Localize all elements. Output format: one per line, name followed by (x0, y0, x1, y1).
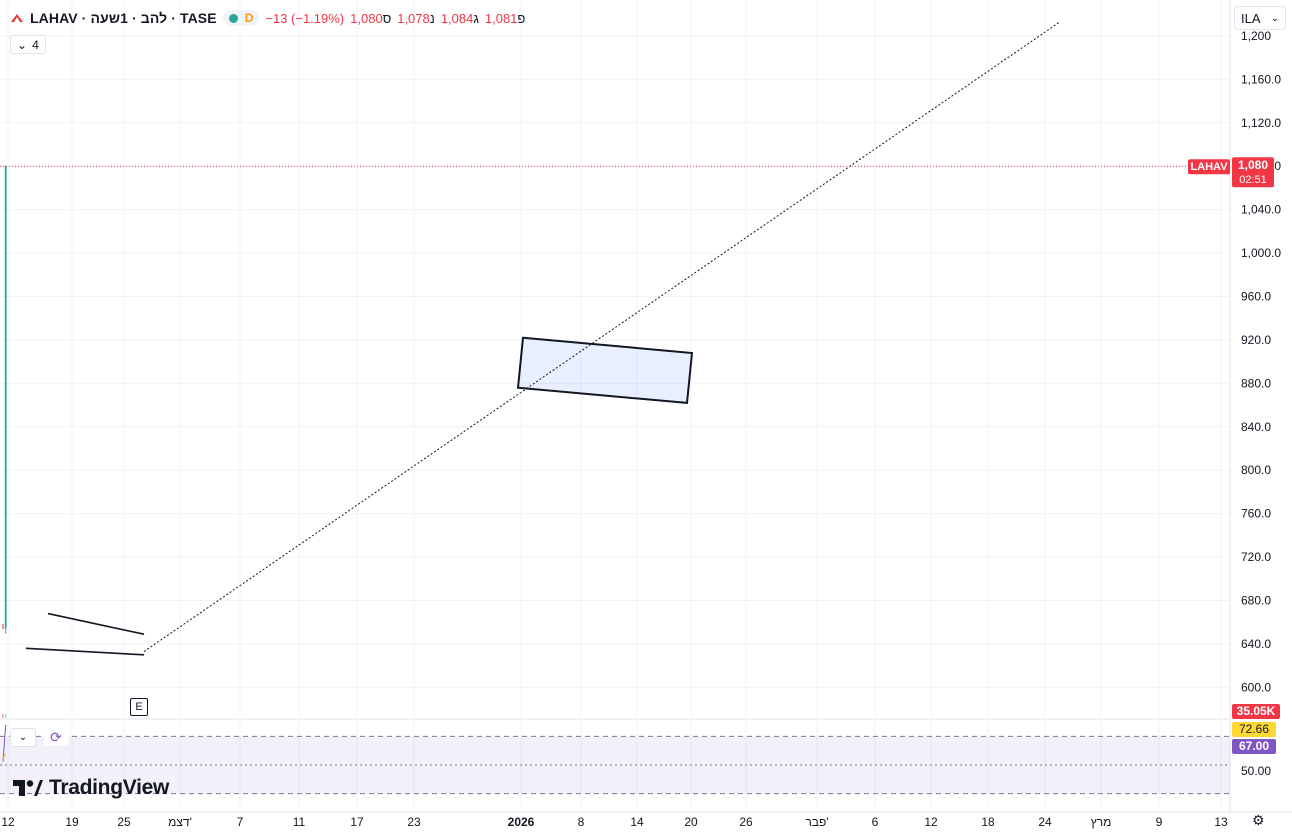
ohlc-close: 1,080ס (350, 11, 391, 26)
y-tick-label: 1,000.0 (1241, 246, 1281, 260)
y-tick-label: 960.0 (1241, 290, 1271, 304)
x-tick-label: 26 (739, 815, 753, 829)
rsi-value-bg (1232, 722, 1276, 737)
y-tick-label: 840.0 (1241, 420, 1271, 434)
volume-bar (2, 713, 4, 718)
ohlc-low-value: 1,078 (397, 10, 430, 26)
x-tick-label: 6 (872, 815, 879, 829)
symbol-title[interactable]: LAHAV · להב · 1שעה · TASE (30, 10, 217, 26)
indicators-toggle-button[interactable]: ⌄ 4 (10, 35, 46, 54)
settings-icon[interactable]: ⚙ (1252, 812, 1265, 828)
brand-name: TradingView (49, 776, 170, 799)
y-tick-label: 720.0 (1241, 550, 1271, 564)
ohlc-high-value: 1,084 (440, 10, 474, 26)
x-tick-label: 18 (981, 815, 995, 829)
flag-channel-box (516, 336, 694, 405)
x-tick-label: 12 (1, 815, 15, 829)
tradingview-logo[interactable]: TradingView (13, 776, 169, 800)
x-tick-label: 23 (407, 815, 421, 829)
rsi-mid-label: 50.00 (1241, 764, 1271, 778)
y-tick-label: 920.0 (1241, 333, 1271, 347)
y-tick-label: 680.0 (1241, 594, 1271, 608)
x-tick-label: 7 (237, 815, 244, 829)
rsi-line (2, 724, 7, 762)
symbol-logo-icon (11, 14, 23, 22)
candle-body (4, 166, 7, 628)
x-tick-label: פבר' (805, 815, 828, 829)
interval-badge: D (244, 11, 254, 25)
price-symbol-tag-text: LAHAV (1190, 161, 1228, 173)
x-tick-label: דצמ' (168, 815, 192, 829)
rsi-collapse-button[interactable]: ⌄ (10, 728, 36, 747)
volume-label: 35.05K (1237, 704, 1276, 718)
x-tick-label: 20 (684, 815, 698, 829)
y-tick-label: 1,120.0 (1241, 116, 1281, 130)
ohlc-close-label: ס (382, 10, 392, 26)
wedge-upper-line (47, 612, 145, 635)
indicators-count: 4 (32, 37, 39, 52)
x-tick-label: 8 (578, 815, 585, 829)
chart-header: LAHAV · להב · 1שעה · TASE D −13 (−1.19%)… (10, 8, 525, 28)
x-tick-label: 24 (1038, 815, 1052, 829)
rsi-ma-line (2, 753, 7, 759)
x-tick-label: 19 (65, 815, 79, 829)
chevron-down-icon: ⌄ (1270, 12, 1279, 24)
y-tick-label: 880.0 (1241, 376, 1271, 390)
y-tick-label: 1,200 (1241, 29, 1271, 43)
x-tick-label: 2026 (508, 815, 535, 829)
y-tick-label: 640.0 (1241, 637, 1271, 651)
ohlc-high-label: ג (473, 10, 479, 26)
volume-bar (5, 714, 7, 718)
x-tick-label: 9 (1156, 815, 1163, 829)
rsi-value-label: 72.66 (1239, 722, 1269, 736)
status-pill[interactable]: D (222, 10, 260, 26)
ohlc-high: 1,084ג (441, 11, 479, 26)
rsi-ma-bg (1232, 739, 1276, 754)
ohlc-open-value: 1,081 (484, 10, 518, 26)
last-price-value: 1,080 (1238, 158, 1268, 172)
y-tick-label: 760.0 (1241, 507, 1271, 521)
y-tick-label: 1,160.0 (1241, 72, 1281, 86)
y-tick-label: 1,040.0 (1241, 203, 1281, 217)
chevron-down-icon: ⌄ (18, 732, 28, 743)
ohlc-low: 1,078נ (397, 11, 435, 26)
last-price-label (1232, 157, 1274, 188)
price-change: −13 (−1.19%) (265, 10, 345, 26)
rsi-pane-controls: ⌄ ⟳ (10, 728, 68, 747)
last-price-countdown: 02:51 (1239, 174, 1267, 186)
price-symbol-tag (1188, 159, 1230, 175)
x-tick-label: 25 (117, 815, 131, 829)
candle-body (2, 627, 4, 629)
market-open-dot-icon (228, 13, 238, 23)
x-tick-label: 11 (293, 815, 306, 829)
rsi-ma-label: 67.00 (1239, 739, 1269, 753)
refresh-icon[interactable]: ⟳ (44, 729, 68, 746)
volume-label-bg (1232, 704, 1280, 719)
tradingview-logo-icon (13, 780, 43, 796)
ohlc-low-label: נ (429, 10, 435, 26)
x-tick-label: מרץ (1091, 815, 1112, 829)
currency-label: ILA (1241, 10, 1261, 26)
ohlc-close-value: 1,080 (350, 10, 383, 26)
x-tick-label: 14 (630, 815, 644, 829)
chevron-down-icon: ⌄ (17, 37, 28, 52)
wedge-lower-line (25, 647, 145, 656)
y-tick-label: 800.0 (1241, 463, 1271, 477)
x-tick-label: 12 (924, 815, 938, 829)
x-tick-label: 13 (1214, 815, 1228, 829)
x-tick-label: 17 (350, 815, 364, 829)
currency-select[interactable]: ILA ⌄ (1234, 6, 1286, 30)
trendline (143, 21, 1061, 653)
ohlc-open-label: פ (517, 10, 526, 26)
y-tick-label: 600.0 (1241, 680, 1271, 694)
earnings-marker[interactable]: E (130, 698, 148, 716)
ohlc-open: 1,081פ (485, 11, 525, 26)
